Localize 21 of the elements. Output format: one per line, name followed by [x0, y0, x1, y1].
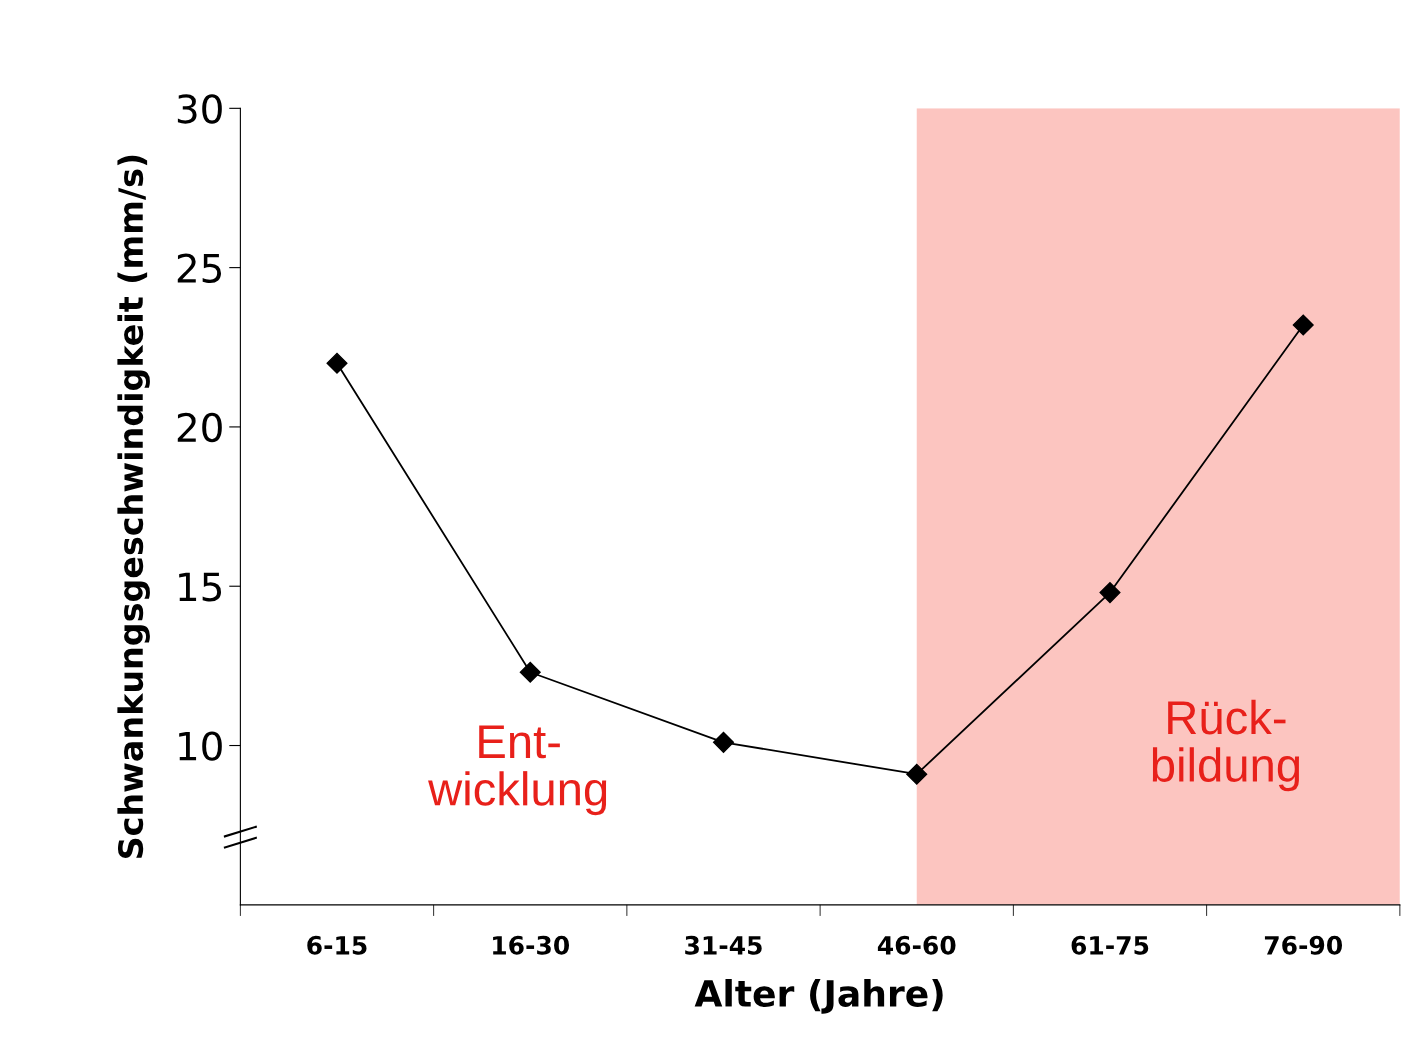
point: [712, 731, 735, 753]
y-tick-label: 20: [177, 412, 222, 443]
x-tick-label: 61-75: [1071, 935, 1149, 955]
x-axis-title: Alter (Jahre): [694, 979, 943, 1014]
point: [1292, 314, 1314, 336]
band-label: Rück- bildung: [1152, 699, 1300, 792]
y-axis-title: Schwankungsgeschwindigkeit (mm/s): [117, 155, 150, 858]
x-tick-label: 76-90: [1264, 935, 1343, 955]
annotation: Ent- wicklung: [428, 725, 607, 816]
x-tick-label: 6-15: [307, 935, 367, 955]
x-tick-label: 16-30: [493, 935, 570, 955]
y-tick-label: 25: [177, 253, 222, 283]
point: [519, 661, 541, 683]
point: [326, 352, 348, 374]
point: [1099, 582, 1121, 604]
x-tick-label: 46-60: [877, 935, 956, 955]
y-tick-label: 15: [179, 572, 222, 602]
x-tick-label: 31-45: [685, 935, 762, 955]
y-tick-label: 10: [179, 731, 222, 761]
point: [906, 763, 928, 785]
y-tick-label: 30: [177, 94, 222, 124]
